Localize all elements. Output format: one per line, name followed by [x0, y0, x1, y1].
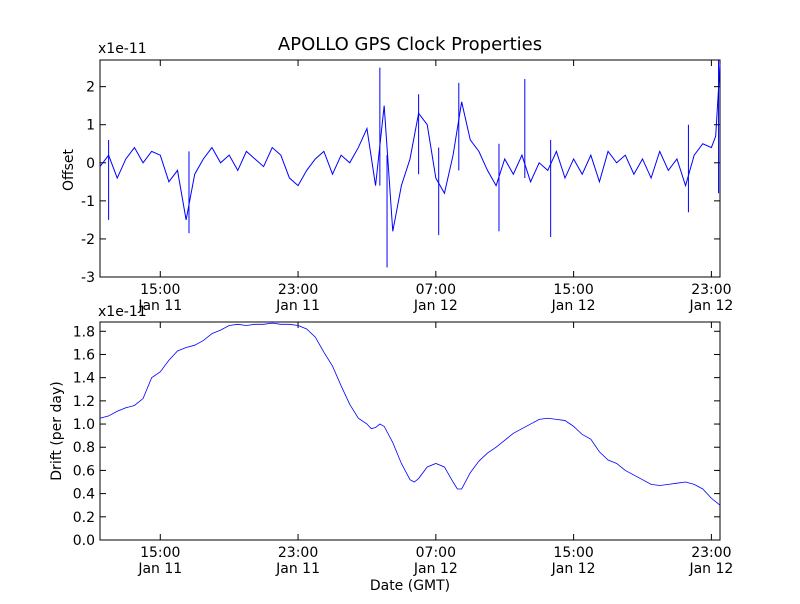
offset-y-tick-label: 0 — [86, 156, 95, 172]
drift-y-tick-label: 1.4 — [73, 371, 95, 387]
drift-x-tick-label-time: 23:00 — [278, 545, 318, 561]
drift-x-tick-label-date: Jan 12 — [413, 561, 458, 577]
chart-title: APOLLO GPS Clock Properties — [278, 34, 542, 55]
drift-y-tick-label: 0.0 — [73, 533, 95, 549]
drift-x-tick-label-date: Jan 11 — [137, 561, 182, 577]
drift-x-tick-label-time: 23:00 — [691, 545, 731, 561]
offset-y-tick-label: 1 — [86, 118, 95, 134]
offset-x-tick-label-date: Jan 12 — [688, 298, 733, 314]
drift-y-tick-label: 1.2 — [73, 394, 95, 410]
drift-series — [99, 322, 721, 506]
offset-y-tick-label: -2 — [81, 232, 95, 248]
drift-y-multiplier: x1e-11 — [98, 304, 147, 320]
drift-x-tick-label-time: 15:00 — [140, 545, 180, 561]
offset-plot-frame — [99, 59, 721, 278]
drift-y-tick-label: 0.6 — [73, 463, 95, 479]
drift-panel: x1e-11 Drift (per day) 0.0 0.2 0.4 0.6 0.8 1.… — [49, 304, 733, 594]
offset-y-multiplier: x1e-11 — [98, 41, 147, 57]
drift-y-tick-label: 1.6 — [73, 347, 95, 363]
offset-y-tick-label: -3 — [81, 270, 95, 286]
drift-y-axis-label: Drift (per day) — [49, 381, 65, 480]
offset-x-tick-label-time: 07:00 — [416, 282, 456, 298]
drift-x-tick-label-date: Jan 11 — [275, 561, 320, 577]
offset-x-tick-label-date: Jan 11 — [275, 298, 320, 314]
drift-x-tick-label-date: Jan 12 — [688, 561, 733, 577]
offset-y-tick-label: -1 — [81, 194, 95, 210]
drift-x-tick-label-date: Jan 12 — [551, 561, 596, 577]
drift-y-tick-label: 1.0 — [73, 417, 95, 433]
offset-x-tick-label-date: Jan 12 — [413, 298, 458, 314]
drift-x-tick-label-time: 07:00 — [416, 545, 456, 561]
offset-y-axis-label: Offset — [61, 148, 77, 191]
offset-series — [99, 60, 721, 268]
offset-y-ticks: -3 -2 -1 0 1 2 — [81, 80, 720, 286]
offset-y-tick-label: 2 — [86, 80, 95, 96]
offset-x-tick-label-date: Jan 12 — [551, 298, 596, 314]
drift-plot-frame — [99, 321, 721, 541]
offset-x-tick-label-time: 15:00 — [140, 282, 180, 298]
drift-x-tick-label-time: 15:00 — [553, 545, 593, 561]
drift-y-tick-label: 0.2 — [73, 510, 95, 526]
offset-x-tick-label-date: Jan 11 — [137, 298, 182, 314]
drift-y-tick-label: 0.8 — [73, 440, 95, 456]
drift-series-line — [99, 322, 721, 506]
drift-y-ticks: 0.0 0.2 0.4 0.6 0.8 1.0 1.2 1.4 1.6 1.8 — [73, 324, 720, 549]
offset-x-tick-label-time: 23:00 — [691, 282, 731, 298]
drift-x-axis-label: Date (GMT) — [370, 578, 450, 594]
drift-y-tick-label: 1.8 — [73, 324, 95, 340]
offset-x-tick-label-time: 15:00 — [553, 282, 593, 298]
drift-y-tick-label: 0.4 — [73, 487, 95, 503]
offset-x-tick-label-time: 23:00 — [278, 282, 318, 298]
offset-series-line — [99, 63, 721, 232]
